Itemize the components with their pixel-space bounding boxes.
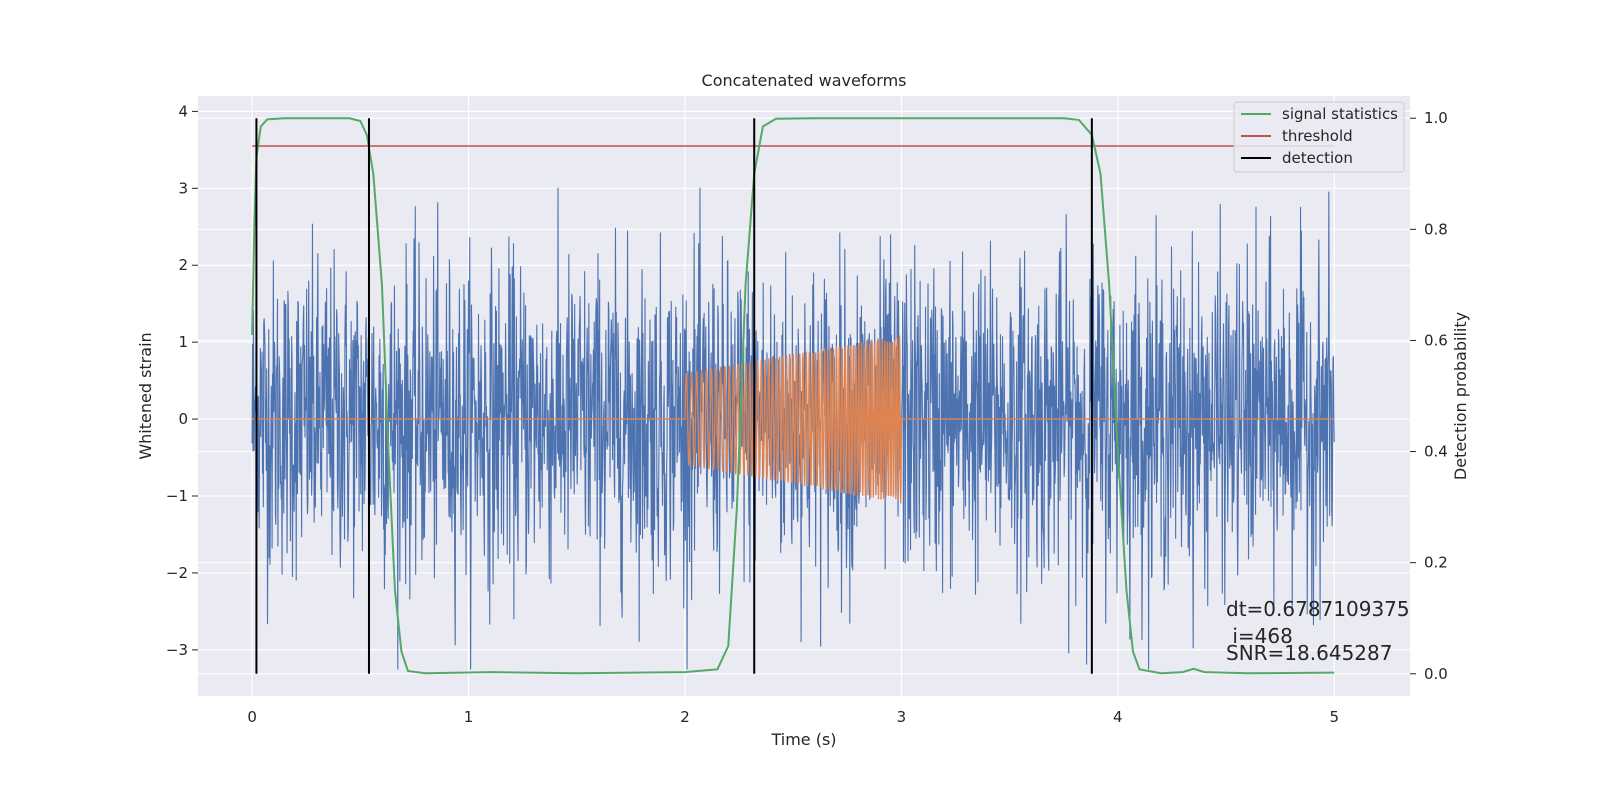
legend: signal statistics threshold detection [1233, 101, 1405, 173]
y-tick-label: −2 [166, 564, 188, 582]
annotation-i: i=468 [1226, 624, 1293, 648]
injected-chirp-line [252, 335, 1335, 504]
y-right-tick-label: 0.6 [1424, 331, 1448, 349]
legend-label-signal-statistics: signal statistics [1282, 105, 1398, 123]
y-axis-right-label: Detection probability [1451, 312, 1470, 480]
y-right-tick-label: 0.8 [1424, 220, 1448, 238]
legend-box [1233, 101, 1405, 173]
y-tick-label: −1 [166, 487, 188, 505]
x-tick-label: 0 [247, 708, 257, 726]
y-right-tick-label: 0.0 [1424, 665, 1448, 683]
y-tick-label: 0 [178, 410, 188, 428]
x-axis-label: Time (s) [770, 730, 836, 749]
x-tick-label: 4 [1113, 708, 1123, 726]
y-right-tick-label: 0.4 [1424, 443, 1448, 461]
y-axis-label: Whitened strain [136, 332, 155, 459]
legend-label-detection: detection [1282, 149, 1353, 167]
x-tick-label: 2 [680, 708, 690, 726]
x-tick-label: 3 [897, 708, 907, 726]
chart-title: Concatenated waveforms [702, 71, 907, 90]
series-layer [251, 117, 1335, 675]
x-tick-label: 1 [464, 708, 474, 726]
axes-layer: −3 −2 −1 0 1 2 3 4 0 1 2 3 4 5 0.0 0.2 0.4 0.6 0.8 1.0 [166, 102, 1448, 726]
y-tick-label: 4 [178, 102, 188, 120]
y-tick-label: −3 [166, 641, 188, 659]
y-right-tick-label: 1.0 [1424, 109, 1448, 127]
y-tick-label: 3 [178, 179, 188, 197]
y-tick-label: 2 [178, 256, 188, 274]
x-tick-label: 5 [1329, 708, 1339, 726]
signal-statistics-line [251, 117, 1335, 675]
whitened-strain-line [251, 187, 1335, 670]
legend-label-threshold: threshold [1282, 127, 1353, 145]
y-right-tick-label: 0.2 [1424, 554, 1448, 572]
annotation-dt: dt=0.6787109375 [1226, 597, 1410, 621]
annotation-snr: SNR=18.645287 [1226, 641, 1392, 665]
y-tick-label: 1 [178, 333, 188, 351]
